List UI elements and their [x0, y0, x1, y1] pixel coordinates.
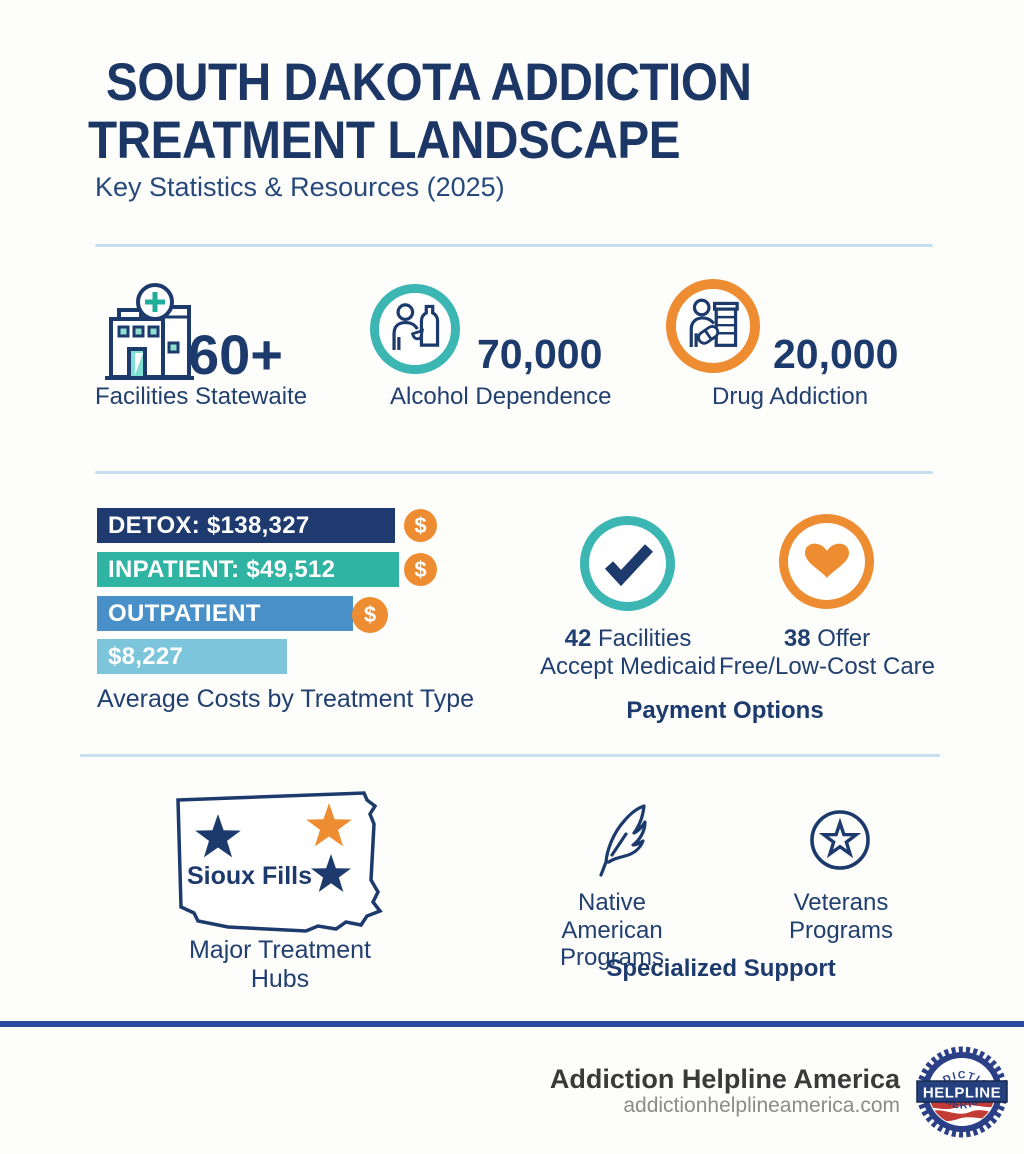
- hubs-caption: Major Treatment Hubs: [188, 936, 371, 993]
- veterans-label: Veterans Programs: [788, 889, 894, 944]
- drug-icon: [666, 279, 760, 373]
- footer-rule: [0, 1021, 1024, 1027]
- payment-section-title: Payment Options: [626, 697, 824, 724]
- section-divider: [95, 244, 933, 247]
- dollar-coin-icon: $: [404, 553, 437, 586]
- specialized-section-title: Specialized Support: [606, 955, 836, 982]
- stat-label-drug: Drug Addiction: [712, 383, 869, 410]
- hospital-icon: [99, 283, 199, 383]
- cost-bar-outpatient: OUTPATIENT: [97, 596, 353, 631]
- payment-value-freecare: 38: [783, 625, 811, 652]
- stat-value-facilities: 60+: [188, 323, 283, 386]
- cost-bar-outpatient-value: $8,227: [97, 639, 287, 674]
- page-title-line2: TREATMENT LANDSCAPE: [88, 111, 681, 170]
- stat-label-alcohol: Alcohol Dependence: [390, 383, 612, 410]
- brand-url: addictionhelplineamerica.com: [623, 1094, 900, 1117]
- check-icon: [580, 516, 675, 611]
- dollar-coin-icon: $: [404, 509, 437, 542]
- cost-bar-inpatient: INPATIENT: $49,512: [97, 552, 399, 587]
- brand-badge-logo: ADDICTION AMERICA HELPLINE: [916, 1046, 1008, 1138]
- veterans-star-icon: [808, 808, 872, 872]
- payment-label-freecare: 38 Offer Free/Low-Cost Care: [718, 625, 936, 680]
- alcohol-icon: [370, 284, 460, 374]
- south-dakota-map: Sioux Fills: [168, 786, 400, 946]
- section-divider: [95, 471, 933, 474]
- heart-icon: [779, 514, 874, 609]
- stat-value-alcohol: 70,000: [477, 331, 603, 377]
- hub-star-navy-west: [195, 814, 241, 858]
- cost-bar-detox: DETOX: $138,327: [97, 508, 395, 543]
- stat-value-drug: 20,000: [773, 331, 899, 377]
- stat-label-facilities: Facilities Statewaite: [95, 383, 308, 410]
- page-title: SOUTH DAKOTA ADDICTION TREATMENT LANDSCA…: [88, 56, 862, 167]
- map-city-label: Sioux Fills: [187, 862, 313, 890]
- payment-value-medicaid: 42: [564, 625, 592, 652]
- section-divider: [80, 754, 940, 757]
- hub-star-navy-east: [311, 854, 351, 892]
- dollar-coin-icon: $: [352, 597, 388, 633]
- page-subtitle: Key Statistics & Resources (2025): [95, 172, 505, 202]
- payment-label-medicaid: 42 Facilities Accept Medicaid: [539, 625, 717, 680]
- costs-caption: Average Costs by Treatment Type: [97, 685, 475, 713]
- hub-star-orange: [306, 803, 352, 847]
- badge-text-middle: HELPLINE: [923, 1085, 1001, 1102]
- native-american-label: Native American Programs: [559, 889, 665, 972]
- feather-icon: [592, 800, 648, 880]
- brand-name: Addiction Helpline America: [549, 1064, 900, 1094]
- page-title-line1: SOUTH DAKOTA ADDICTION: [106, 53, 752, 112]
